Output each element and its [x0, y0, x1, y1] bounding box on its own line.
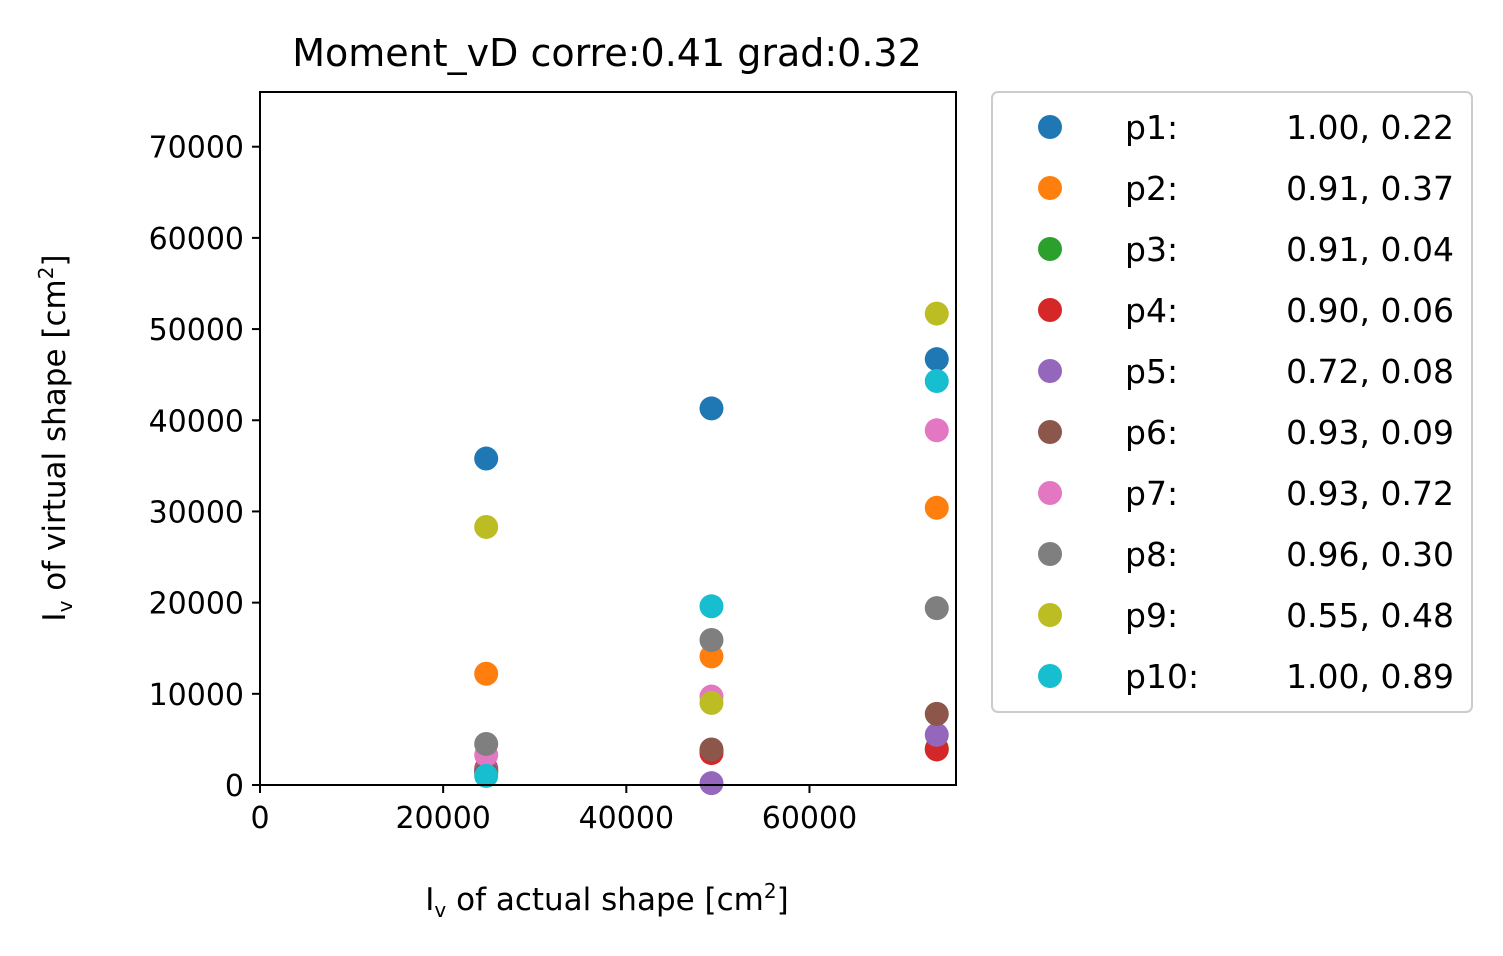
legend-marker	[1038, 359, 1062, 383]
data-point-p9	[924, 301, 949, 326]
y-tick-label: 0	[225, 769, 244, 804]
data-point-p8	[474, 731, 499, 756]
legend-series-values: 0.55, 0.48	[1286, 596, 1454, 635]
y-tick-label: 50000	[149, 313, 244, 348]
legend-series-name: p9:	[1125, 596, 1178, 635]
data-points	[474, 301, 949, 796]
data-point-p9	[474, 514, 499, 539]
data-point-p8	[924, 596, 949, 621]
data-point-p9	[699, 690, 724, 715]
data-point-p5	[924, 722, 949, 747]
legend-series-values: 1.00, 0.89	[1286, 657, 1454, 696]
legend-series-name: p10:	[1125, 657, 1199, 696]
legend-series-name: p1:	[1125, 108, 1178, 147]
legend-series-name: p2:	[1125, 169, 1178, 208]
data-point-p6	[699, 737, 724, 762]
legend-series-values: 0.93, 0.72	[1286, 474, 1454, 513]
y-tick-label: 40000	[149, 404, 244, 439]
data-point-p10	[699, 594, 724, 619]
legend-marker	[1038, 603, 1062, 627]
y-tick-label: 60000	[149, 222, 244, 257]
y-tick-label: 30000	[149, 495, 244, 530]
y-tick-label: 10000	[149, 678, 244, 713]
legend-series-name: p4:	[1125, 291, 1178, 330]
legend-series-values: 1.00, 0.22	[1286, 108, 1454, 147]
legend-marker	[1038, 237, 1062, 261]
legend-series-name: p5:	[1125, 352, 1178, 391]
legend-series-name: p8:	[1125, 535, 1178, 574]
data-point-p10	[924, 369, 949, 394]
legend-series-values: 0.93, 0.09	[1286, 413, 1454, 452]
legend-marker	[1038, 481, 1062, 505]
legend-marker	[1038, 176, 1062, 200]
y-axis-label: Iv of virtual shape [cm2]	[34, 254, 77, 621]
legend-series-values: 0.96, 0.30	[1286, 535, 1454, 574]
x-tick-label: 60000	[762, 801, 857, 836]
data-point-p2	[474, 661, 499, 686]
x-tick-label: 0	[250, 801, 269, 836]
axes: 0 20000 40000 60000 0 10000 20000 30000 40000 500…	[149, 131, 858, 836]
legend-box	[991, 91, 1473, 713]
legend: p1: 1.00, 0.22 p2: 0.91, 0.37 p3: 0.91, 0.04 p…	[991, 91, 1473, 713]
x-tick-label: 40000	[579, 801, 674, 836]
data-point-p1	[699, 396, 724, 421]
data-point-p1	[474, 446, 499, 471]
plot-area-frame	[259, 91, 957, 786]
data-point-p1	[924, 347, 949, 372]
data-point-p7	[924, 418, 949, 443]
chart-title: Moment_vD corre:0.41 grad:0.32	[292, 31, 922, 75]
data-point-p5	[699, 771, 724, 796]
y-tick-label: 20000	[149, 587, 244, 622]
legend-series-values: 0.91, 0.04	[1286, 230, 1454, 269]
data-point-p6	[924, 701, 949, 726]
x-axis-label: Iv of actual shape [cm2]	[425, 879, 788, 922]
data-point-p8	[699, 628, 724, 653]
data-point-p2	[699, 644, 724, 669]
legend-marker	[1038, 115, 1062, 139]
legend-series-values: 0.72, 0.08	[1286, 352, 1454, 391]
y-tick-label: 70000	[149, 131, 244, 166]
legend-series-name: p6:	[1125, 413, 1178, 452]
data-point-p2	[924, 495, 949, 520]
legend-series-values: 0.91, 0.37	[1286, 169, 1454, 208]
data-point-p10	[474, 763, 499, 788]
legend-series-name: p3:	[1125, 230, 1178, 269]
legend-marker	[1038, 542, 1062, 566]
legend-marker	[1038, 298, 1062, 322]
legend-marker	[1038, 664, 1062, 688]
legend-series-values: 0.90, 0.06	[1286, 291, 1454, 330]
x-tick-label: 20000	[395, 801, 490, 836]
legend-marker	[1038, 420, 1062, 444]
legend-series-name: p7:	[1125, 474, 1178, 513]
